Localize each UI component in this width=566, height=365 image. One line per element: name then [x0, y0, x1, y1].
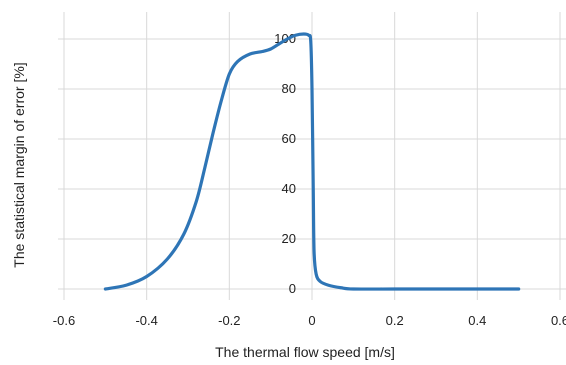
x-tick-label: -0.4: [135, 313, 157, 328]
x-tick-label: 0.6: [551, 313, 566, 328]
y-axis-title: The statistical margin of error [%]: [11, 62, 27, 267]
x-axis-title: The thermal flow speed [m/s]: [215, 344, 395, 360]
x-tick-label: -0.6: [53, 313, 75, 328]
x-tick-label: 0.2: [386, 313, 404, 328]
x-tick-label: -0.2: [218, 313, 240, 328]
x-tick-label: 0: [308, 313, 315, 328]
y-tick-label: 80: [282, 81, 296, 96]
y-tick-label: 0: [289, 281, 296, 296]
series-line: [103, 32, 521, 291]
y-tick-label: 40: [282, 181, 296, 196]
x-tick-label: 0.4: [468, 313, 486, 328]
y-tick-label: 60: [282, 131, 296, 146]
y-tick-label: 20: [282, 231, 296, 246]
